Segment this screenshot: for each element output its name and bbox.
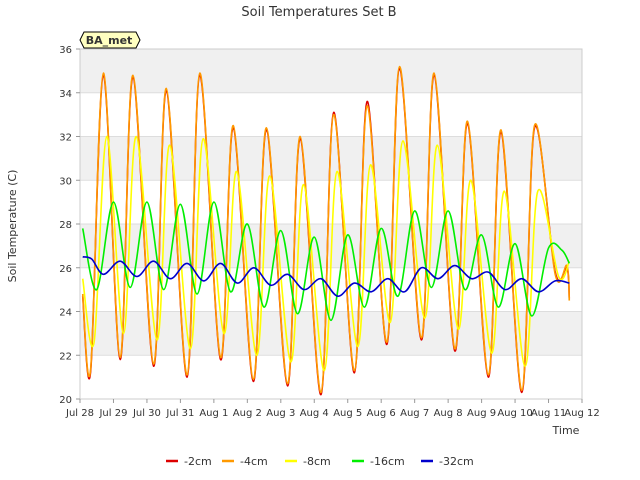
legend-label: -4cm [240,455,268,468]
x-tick-label: Aug 8 [434,408,463,419]
background-band [80,49,582,93]
legend-label: -16cm [370,455,405,468]
x-tick-label: Aug 10 [497,408,532,419]
y-tick-label: 28 [59,220,72,231]
x-tick-label: Aug 4 [300,408,329,419]
y-tick-label: 20 [59,395,72,406]
x-tick-label: Aug 11 [531,408,566,419]
x-tick-label: Jul 28 [65,408,94,419]
legend-label: -2cm [184,455,212,468]
station-label-box: BA_met [79,31,141,49]
x-tick-label: Aug 7 [400,408,429,419]
x-tick-label: Aug 2 [233,408,262,419]
y-tick-label: 34 [59,89,72,100]
legend-label: -8cm [303,455,331,468]
legend-label: -32cm [439,455,474,468]
series-line-8cmcm [81,135,571,372]
x-tick-label: Aug 1 [199,408,228,419]
x-tick-label: Aug 5 [333,408,362,419]
x-tick-label: Jul 30 [132,408,161,419]
y-axis-label: Soil Temperature (C) [6,170,19,283]
x-axis-ticks: Jul 28 Jul 29 Jul 30 Jul 31 Aug 1 Aug 2 Aug 3 A… [65,399,600,419]
chart-title: Soil Temperatures Set B [241,5,396,20]
x-tick-label: Jul 31 [165,408,194,419]
y-tick-label: 36 [59,45,72,56]
x-tick-label: Aug 6 [367,408,396,419]
series-line-32cmcm [82,256,570,297]
legend: -2cm -4cm -8cm -16cm -32cm [166,455,474,468]
y-axis-ticks: 20 22 24 26 28 30 32 34 36 [59,45,80,406]
series-lines [81,65,571,396]
x-tick-label: Aug 12 [564,408,599,419]
x-axis-label: Time [552,424,580,437]
station-label: BA_met [86,34,133,47]
x-tick-label: Aug 3 [266,408,295,419]
series-line-4cmcm [81,65,571,394]
series-line-16cmcm [81,201,571,322]
y-tick-label: 30 [59,176,72,187]
background-band [80,311,582,356]
y-tick-label: 24 [59,308,72,319]
y-tick-label: 26 [59,264,72,275]
y-tick-label: 22 [59,351,72,362]
x-tick-label: Jul 29 [98,408,127,419]
x-tick-label: Aug 9 [467,408,496,419]
y-tick-label: 32 [59,133,72,144]
